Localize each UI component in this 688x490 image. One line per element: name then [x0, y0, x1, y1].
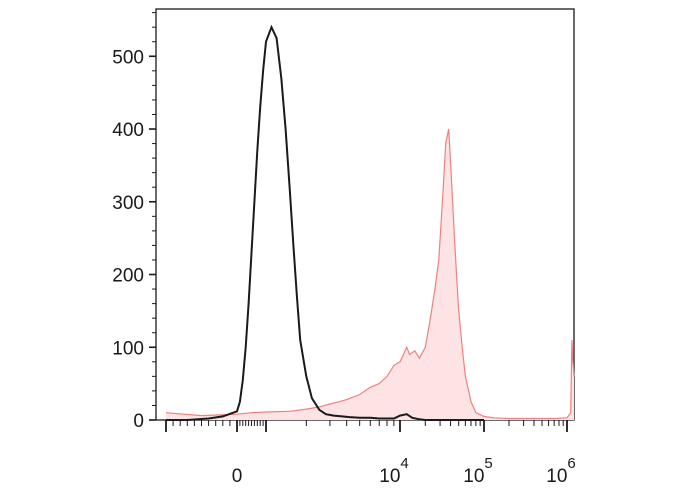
y-tick-label: 0 [133, 411, 144, 432]
x-tick-base: 10 [379, 466, 400, 487]
x-tick-label: 105 [463, 455, 492, 487]
y-tick-label: 200 [112, 266, 144, 287]
x-tick-exponent: 6 [567, 455, 575, 472]
plot-frame [155, 8, 575, 421]
filled-histogram-outline [165, 128, 575, 420]
x-tick-base: 10 [463, 466, 484, 487]
x-tick-label: 0 [232, 466, 243, 487]
filled-histogram-area [166, 129, 574, 420]
outline-histogram-line [166, 24, 484, 421]
x-tick-base: 10 [546, 466, 567, 487]
series-layer [165, 24, 575, 421]
y-tick-label: 300 [112, 193, 144, 214]
x-tick-exponent: 5 [484, 455, 492, 472]
y-axis: 0 100 200 300 400 500 [112, 12, 156, 432]
y-tick-label: 500 [112, 47, 144, 68]
x-tick-label: 104 [379, 455, 408, 487]
x-tick-label: 106 [546, 455, 575, 487]
y-tick-label: 400 [112, 120, 144, 141]
x-tick-exponent: 4 [400, 455, 408, 472]
y-tick-label: 100 [112, 338, 144, 359]
x-tick-base: 0 [232, 466, 243, 487]
